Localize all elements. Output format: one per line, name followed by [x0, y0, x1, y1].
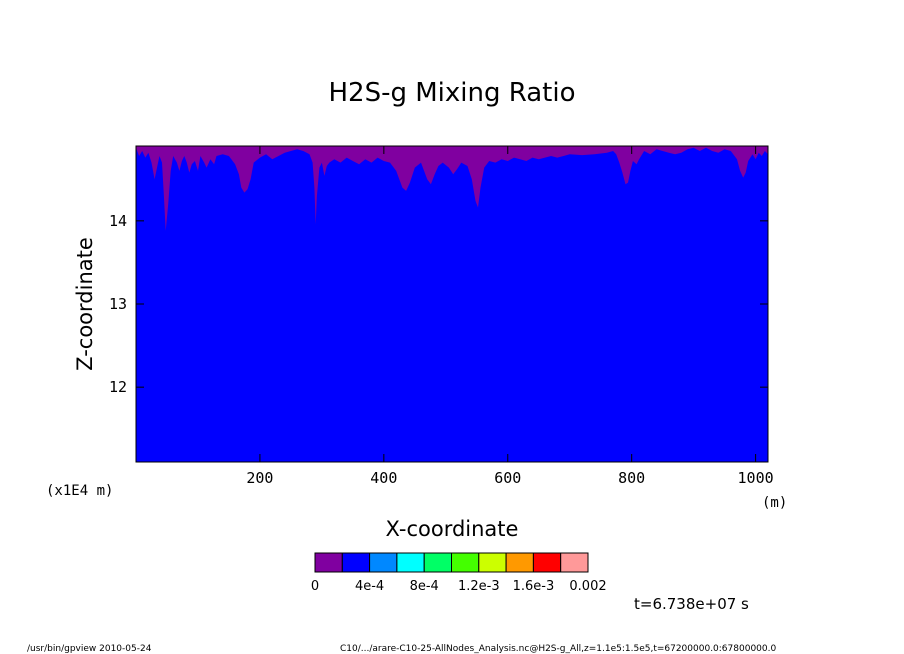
chart-title: H2S-g Mixing Ratio: [328, 78, 575, 108]
footer-right: C10/.../arare-C10-25-AllNodes_Analysis.n…: [340, 644, 776, 654]
footer-left: /usr/bin/gpview 2010-05-24: [27, 644, 152, 654]
time-label: t=6.738e+07 s: [634, 595, 749, 613]
y-axis-ticks: 12 13 14: [109, 212, 768, 396]
colorbar: [314, 552, 589, 573]
colorbar-swatch: [505, 552, 534, 573]
colorbar-swatch: [423, 552, 453, 573]
colorbar-label: 1.6e-3: [513, 579, 555, 594]
y-axis-unit: (x1E4 m): [46, 483, 113, 499]
colorbar-swatch: [532, 552, 562, 573]
x-axis-unit: (m): [762, 495, 787, 511]
colorbar-swatch: [478, 552, 507, 573]
colorbar-label: 4e-4: [355, 579, 384, 594]
x-tick-label: 600: [494, 469, 521, 487]
y-tick-label: 13: [109, 295, 127, 313]
x-axis-ticks: 200 400 600 800 1000: [246, 146, 774, 487]
y-axis-label: Z-coordinate: [73, 237, 97, 371]
colorbar-label: 1.2e-3: [458, 579, 500, 594]
colorbar-swatch: [369, 552, 398, 573]
colorbar-swatch: [314, 552, 343, 573]
y-tick-label: 12: [109, 378, 127, 396]
x-tick-label: 800: [618, 469, 645, 487]
field-background: [136, 146, 768, 462]
colorbar-label: 8e-4: [410, 579, 439, 594]
colorbar-swatch: [341, 552, 371, 573]
colorbar-swatch: [560, 552, 589, 573]
x-tick-label: 1000: [738, 469, 774, 487]
colorbar-swatch: [451, 552, 480, 573]
colorbar-swatch: [396, 552, 425, 573]
x-axis-label: X-coordinate: [386, 517, 519, 541]
colorbar-labels: 0 4e-4 8e-4 1.2e-3 1.6e-3 0.002: [311, 579, 607, 594]
colorbar-label: 0: [311, 579, 319, 594]
y-tick-label: 14: [109, 212, 127, 230]
x-tick-label: 200: [246, 469, 273, 487]
top-layer-region: [136, 146, 768, 231]
colorbar-label: 0.002: [569, 579, 606, 594]
x-tick-label: 400: [370, 469, 397, 487]
